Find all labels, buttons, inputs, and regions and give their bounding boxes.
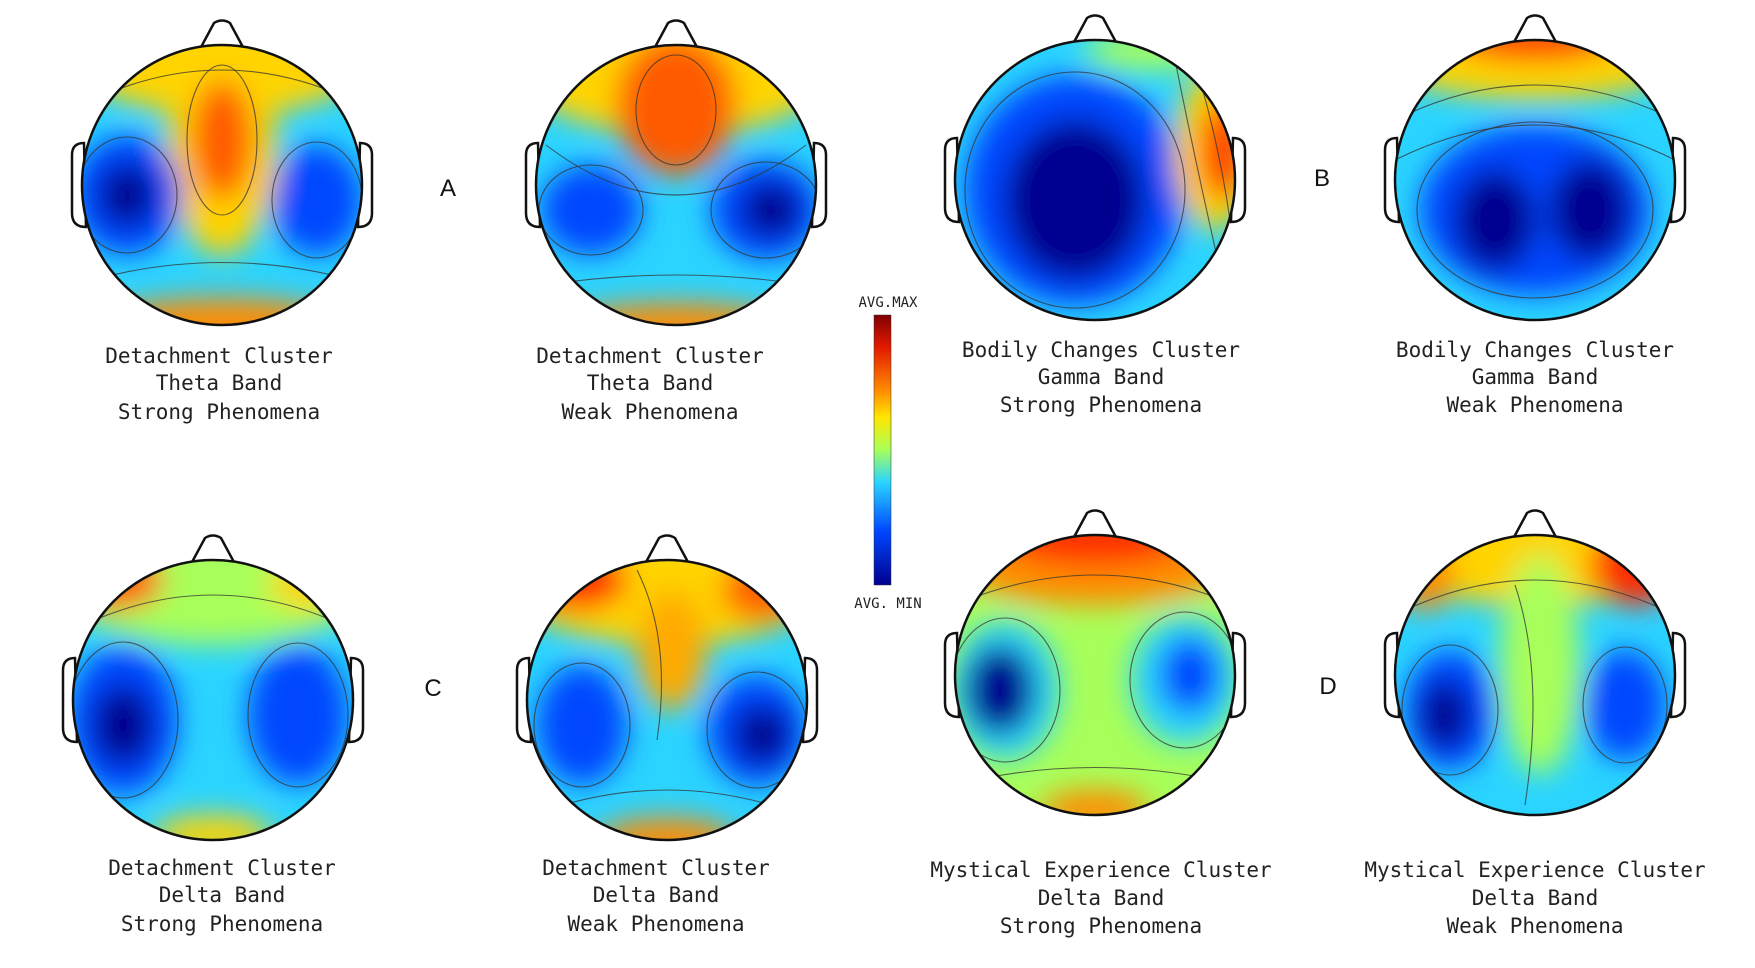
caption-cluster: Detachment Cluster xyxy=(108,856,336,880)
caption-cluster: Bodily Changes Cluster xyxy=(1396,338,1674,362)
caption-cluster: Detachment Cluster xyxy=(542,856,770,880)
caption-band: Gamma Band xyxy=(1472,365,1598,389)
nose-icon xyxy=(1070,509,1120,541)
head-map-6 xyxy=(515,534,819,842)
panel-letter-b: B xyxy=(1314,165,1330,192)
caption-phenomena: Strong Phenomena xyxy=(118,400,320,424)
panel-letter-c: C xyxy=(424,675,441,702)
caption-map-6: Detachment Cluster Delta Band Weak Pheno… xyxy=(542,856,770,936)
caption-phenomena: Strong Phenomena xyxy=(121,912,323,936)
head-map-3 xyxy=(943,14,1247,322)
caption-band: Delta Band xyxy=(1038,886,1164,910)
nose-icon xyxy=(197,19,247,51)
head-map-4 xyxy=(1383,14,1687,322)
caption-cluster: Bodily Changes Cluster xyxy=(962,338,1240,362)
caption-band: Gamma Band xyxy=(1038,365,1164,389)
nose-icon xyxy=(1510,509,1560,541)
nose-icon xyxy=(1070,14,1120,46)
caption-cluster: Detachment Cluster xyxy=(536,344,764,368)
panel-letter-d: D xyxy=(1319,673,1336,700)
caption-map-3: Bodily Changes Cluster Gamma Band Strong… xyxy=(962,338,1240,417)
caption-band: Theta Band xyxy=(156,371,282,395)
caption-band: Delta Band xyxy=(1472,886,1598,910)
caption-phenomena: Strong Phenomena xyxy=(1000,393,1202,417)
caption-map-1: Detachment Cluster Theta Band Strong Phe… xyxy=(105,344,333,424)
caption-band: Delta Band xyxy=(159,883,285,907)
caption-map-5: Detachment Cluster Delta Band Strong Phe… xyxy=(108,856,336,936)
head-map-7 xyxy=(943,509,1247,817)
color-scale-max-label: AVG.MAX xyxy=(858,295,918,311)
caption-phenomena: Weak Phenomena xyxy=(1446,914,1623,938)
caption-map-7: Mystical Experience Cluster Delta Band S… xyxy=(930,858,1271,938)
nose-icon xyxy=(1510,14,1560,46)
head-map-1 xyxy=(70,19,374,327)
nose-icon xyxy=(642,534,692,566)
color-scale-min-label: AVG. MIN xyxy=(854,596,921,612)
head-map-5 xyxy=(61,534,365,842)
panel-letter-a: A xyxy=(440,175,456,202)
caption-phenomena: Weak Phenomena xyxy=(567,912,744,936)
caption-band: Theta Band xyxy=(587,371,713,395)
caption-map-4: Bodily Changes Cluster Gamma Band Weak P… xyxy=(1396,338,1674,417)
head-map-8 xyxy=(1383,509,1687,817)
caption-band: Delta Band xyxy=(593,883,719,907)
color-scale: AVG.MAX AVG. MIN xyxy=(854,295,921,612)
caption-phenomena: Weak Phenomena xyxy=(561,400,738,424)
caption-phenomena: Strong Phenomena xyxy=(1000,914,1202,938)
caption-phenomena: Weak Phenomena xyxy=(1446,393,1623,417)
caption-map-2: Detachment Cluster Theta Band Weak Pheno… xyxy=(536,344,764,424)
nose-icon xyxy=(651,19,701,51)
nose-icon xyxy=(188,534,238,566)
color-scale-bar xyxy=(873,314,892,586)
head-map-2 xyxy=(524,19,828,327)
caption-cluster: Mystical Experience Cluster xyxy=(930,858,1271,882)
caption-cluster: Detachment Cluster xyxy=(105,344,333,368)
caption-cluster: Mystical Experience Cluster xyxy=(1364,858,1705,882)
caption-map-8: Mystical Experience Cluster Delta Band W… xyxy=(1364,858,1705,938)
